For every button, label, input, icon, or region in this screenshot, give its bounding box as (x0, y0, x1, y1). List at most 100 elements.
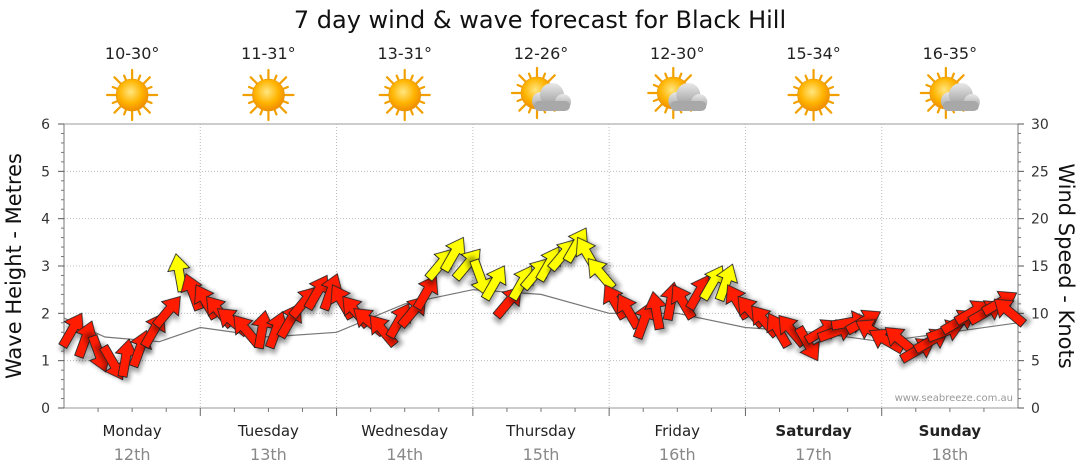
y-axis-right-label: Wind Speed - Knots (1054, 163, 1078, 368)
day-date-label: 12th (114, 445, 151, 464)
sun-ray (409, 108, 414, 116)
day-temperature: 12-26° (514, 44, 569, 63)
y-right-tick-label: 25 (1031, 164, 1049, 180)
credit-text: www.seabreeze.com.au (895, 393, 1013, 404)
day-temperature: 13-31° (377, 44, 432, 63)
wind-arrow-shape (993, 298, 1027, 328)
sun-ray (652, 98, 660, 103)
sun-ray (282, 85, 289, 90)
sun-ray (527, 72, 532, 80)
sun-ray (249, 76, 259, 85)
sun-ray (925, 98, 933, 103)
sun-ray (827, 100, 835, 105)
sun-ray (259, 74, 264, 82)
cloud-base (670, 101, 707, 111)
sun-ray (542, 72, 547, 80)
sun-ray (278, 105, 288, 114)
wind-arrow (671, 284, 697, 321)
day-name-label: Thursday (505, 422, 576, 440)
wind-arrow-shape (671, 284, 697, 321)
sun-ray (384, 85, 392, 90)
day-date-label: 13th (250, 445, 287, 464)
day-temperature: 12-30° (650, 44, 705, 63)
sun-disc (388, 78, 422, 112)
sun-ray (927, 103, 936, 112)
sun-ray (278, 76, 288, 85)
sun-ray (794, 105, 804, 114)
sun-ray (654, 103, 664, 112)
y-right-tick-label: 30 (1031, 117, 1049, 133)
sun-ray (956, 74, 965, 83)
day-date-label: 18th (931, 445, 968, 464)
sun-ray (936, 106, 941, 114)
sun-ray (113, 76, 122, 85)
day-name-label: Tuesday (237, 422, 299, 440)
sun-ray (247, 85, 255, 90)
wind-arrow (412, 274, 439, 312)
sun-ray (925, 83, 933, 88)
sunny-icon (787, 68, 840, 122)
wind-arrow (587, 258, 617, 292)
sun-ray (145, 100, 153, 105)
wind-arrow-shape (412, 274, 439, 312)
sun-ray (818, 74, 823, 82)
wind-arrow-shape (794, 324, 820, 362)
sun-ray (652, 83, 660, 88)
sun-ray (142, 105, 151, 114)
sun-ray (678, 72, 683, 80)
day-temperature: 10-30° (105, 44, 160, 63)
sun-ray (664, 72, 669, 80)
sun-ray (273, 74, 278, 82)
sun-ray (664, 106, 669, 114)
sun-disc (115, 78, 149, 112)
wind-arrow-shape (369, 314, 399, 349)
sunny-icon (242, 68, 295, 122)
sun-ray (111, 85, 119, 90)
sun-ray (145, 85, 153, 90)
day-date-label: 15th (523, 445, 560, 464)
sun-ray (137, 108, 142, 116)
sun-ray (936, 72, 941, 80)
cloud-base (534, 101, 570, 111)
day-temperature: 11-31° (241, 44, 296, 63)
cloud (940, 83, 980, 111)
sun-ray (395, 74, 400, 82)
sun-ray (518, 103, 527, 112)
sun-ray (137, 74, 142, 82)
y-right-tick-label: 10 (1031, 306, 1049, 322)
sun-ray (927, 74, 936, 83)
wind-arrow-shape (587, 258, 617, 292)
partly-cloudy-icon (919, 66, 980, 120)
day-date-label: 17th (795, 445, 832, 464)
sun-ray (654, 74, 664, 83)
cloud-base (942, 101, 979, 111)
wind-arrow (794, 324, 820, 362)
sun-ray (827, 85, 835, 90)
sun-ray (409, 74, 414, 82)
sun-ray (385, 105, 395, 114)
day-date-label: 14th (386, 445, 423, 464)
sun-ray (547, 74, 556, 83)
sun-ray (818, 108, 823, 116)
y-left-tick-label: 1 (41, 354, 50, 370)
partly-cloudy-icon (647, 66, 708, 120)
sun-ray (273, 108, 278, 116)
sun-ray (123, 108, 128, 116)
sun-ray (823, 105, 833, 114)
day-name-label: Wednesday (361, 422, 448, 440)
sun-ray (384, 100, 392, 105)
cloud (668, 83, 708, 111)
wind-arrow (369, 314, 399, 349)
day-name-label: Sunday (919, 422, 982, 440)
y-left-tick-label: 5 (41, 164, 50, 180)
sun-ray (247, 100, 255, 105)
sun-disc (252, 78, 285, 112)
sun-ray (418, 85, 426, 90)
day-name-label: Saturday (775, 422, 852, 440)
y-axis-left-label: Wave Height - Metres (2, 153, 26, 379)
y-right-tick-label: 5 (1031, 354, 1040, 370)
sun-ray (385, 76, 395, 85)
y-left-tick-label: 0 (41, 401, 50, 417)
wind-arrow-shape (480, 265, 507, 302)
